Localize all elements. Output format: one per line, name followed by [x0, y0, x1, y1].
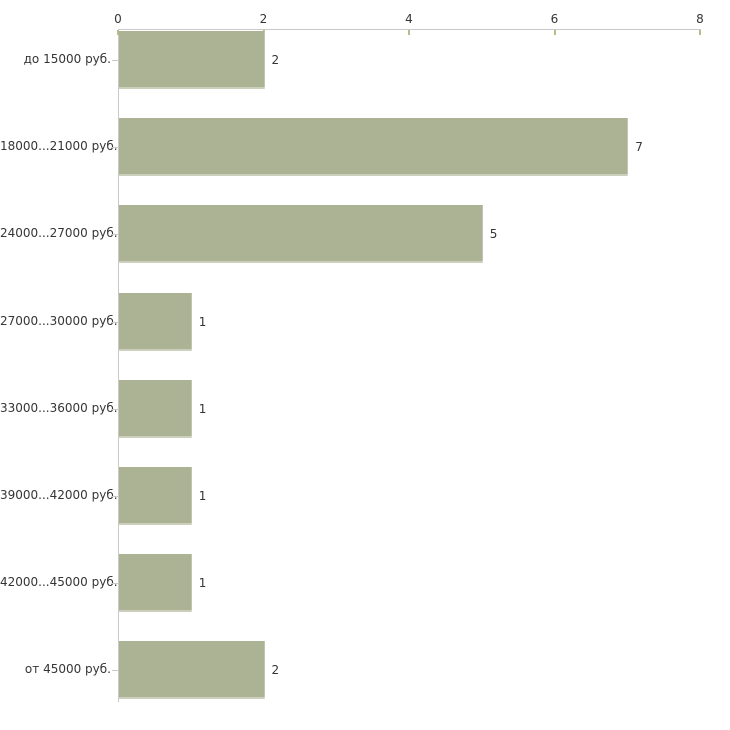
- bar: [119, 467, 192, 525]
- bar-value-label: 7: [635, 140, 643, 155]
- x-tick-label: 0: [114, 12, 122, 26]
- bar-value-label: 2: [271, 663, 280, 678]
- x-tick-label: 8: [696, 12, 704, 26]
- bar-value-label: 1: [198, 576, 207, 591]
- bar: [119, 379, 192, 438]
- bar: [119, 554, 192, 613]
- category-label: 24000...27000 руб.: [0, 226, 118, 241]
- bar-value-label: 1: [198, 314, 207, 329]
- bar: [119, 31, 265, 89]
- x-tick-label: 4: [405, 12, 413, 26]
- bar-value-label: 5: [489, 227, 498, 242]
- category-label: 33000...36000 руб.: [0, 400, 118, 415]
- bar-value-label: 2: [271, 53, 280, 67]
- bar: [119, 205, 483, 264]
- category-label: от 45000 руб.: [24, 662, 111, 677]
- category-label: 27000...30000 руб.: [0, 313, 118, 328]
- x-tick-label: 2: [259, 12, 268, 26]
- category-label: 39000...42000 руб.: [0, 488, 118, 502]
- x-tick-mark: [553, 30, 556, 35]
- x-axis-line: [118, 29, 701, 30]
- x-tick-label: 6: [550, 12, 559, 26]
- category-tick-mark: [112, 496, 118, 497]
- bar: [119, 118, 629, 177]
- category-label: до 15000 руб.: [23, 52, 111, 66]
- bar-value-label: 1: [198, 401, 207, 416]
- category-label: 42000...45000 руб.: [0, 575, 118, 590]
- x-tick-mark: [117, 30, 119, 35]
- bar: [119, 641, 265, 700]
- category-tick-mark: [112, 583, 118, 585]
- category-tick-mark: [112, 60, 118, 61]
- bar: [119, 292, 192, 351]
- category-tick-mark: [112, 408, 118, 410]
- category-tick-mark: [112, 321, 118, 323]
- category-tick-mark: [112, 234, 118, 236]
- y-axis-line: [118, 30, 119, 702]
- x-tick-mark: [699, 30, 701, 35]
- category-tick-mark: [112, 670, 118, 672]
- x-tick-mark: [408, 30, 410, 35]
- category-tick-mark: [112, 147, 118, 149]
- category-label: 18000...21000 руб.: [0, 139, 118, 154]
- bar-value-label: 1: [198, 489, 207, 503]
